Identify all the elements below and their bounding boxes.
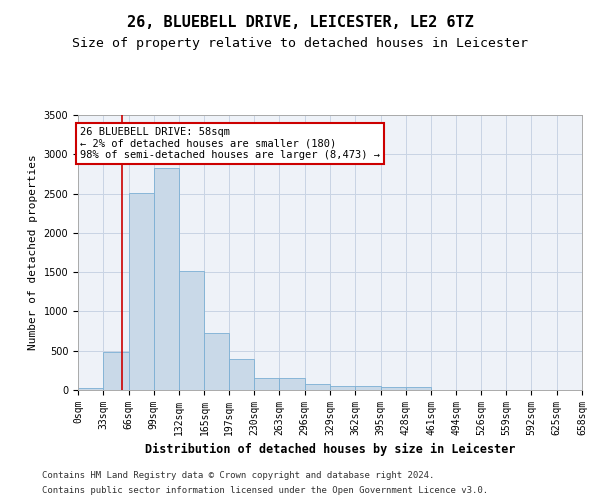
Bar (254, 378, 280, 390)
Text: Size of property relative to detached houses in Leicester: Size of property relative to detached ho… (72, 38, 528, 51)
Bar (78, 388, 103, 390)
Bar (128, 193, 154, 390)
Bar (229, 360, 254, 390)
Bar (305, 384, 330, 390)
Bar (406, 387, 431, 390)
Text: Contains public sector information licensed under the Open Government Licence v3: Contains public sector information licen… (42, 486, 488, 495)
Bar (103, 352, 128, 390)
Y-axis label: Number of detached properties: Number of detached properties (28, 154, 38, 350)
Bar (205, 332, 229, 390)
Bar (154, 168, 179, 390)
Text: Contains HM Land Registry data © Crown copyright and database right 2024.: Contains HM Land Registry data © Crown c… (42, 471, 434, 480)
Bar (355, 386, 380, 390)
Bar (380, 387, 406, 390)
Text: Distribution of detached houses by size in Leicester: Distribution of detached houses by size … (145, 442, 515, 456)
Text: 26 BLUEBELL DRIVE: 58sqm
← 2% of detached houses are smaller (180)
98% of semi-d: 26 BLUEBELL DRIVE: 58sqm ← 2% of detache… (80, 127, 380, 160)
Bar (179, 272, 205, 390)
Bar (330, 386, 355, 390)
Text: 26, BLUEBELL DRIVE, LEICESTER, LE2 6TZ: 26, BLUEBELL DRIVE, LEICESTER, LE2 6TZ (127, 15, 473, 30)
Bar (280, 378, 305, 390)
